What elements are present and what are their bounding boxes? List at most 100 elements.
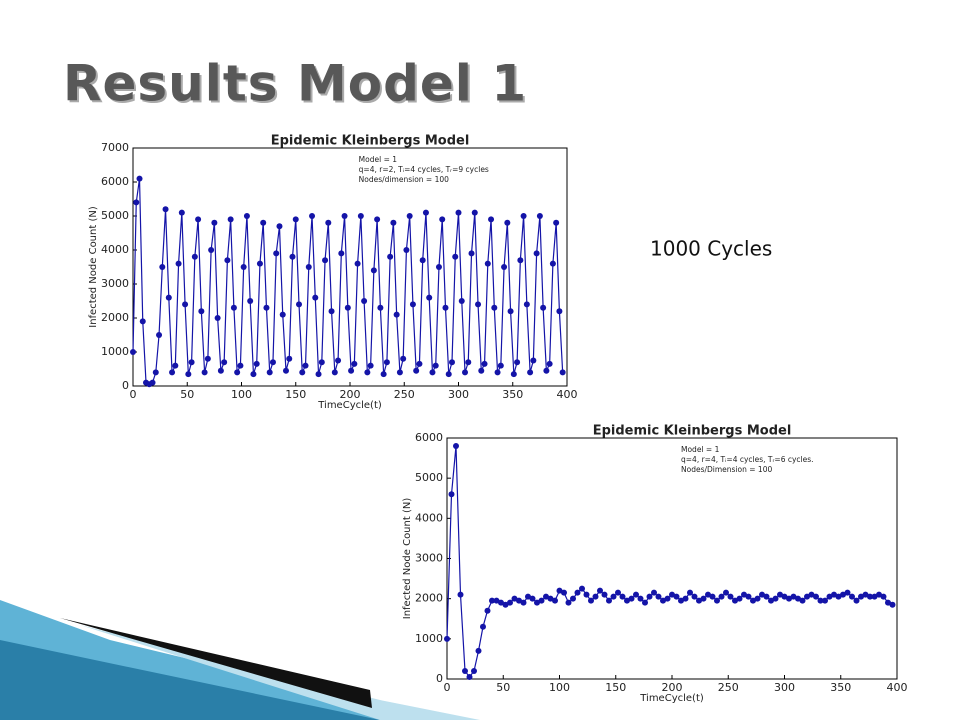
data-point (540, 304, 547, 311)
data-point (772, 595, 779, 602)
data-point (768, 597, 774, 604)
data-point (195, 216, 202, 223)
data-point (276, 223, 283, 230)
data-point (504, 219, 511, 226)
data-point (527, 369, 534, 376)
x-tick-label: 300 (774, 681, 795, 694)
data-point (452, 253, 459, 260)
data-point (442, 304, 449, 311)
y-tick-label: 0 (436, 672, 443, 685)
data-point (453, 443, 459, 450)
data-point (419, 257, 426, 264)
data-point (224, 257, 231, 264)
data-point (615, 589, 621, 596)
data-point (269, 359, 276, 366)
data-point (673, 593, 680, 600)
data-point (642, 599, 648, 606)
data-point (750, 597, 756, 604)
data-point (507, 599, 513, 606)
x-tick-label: 250 (718, 681, 739, 694)
data-point (687, 589, 693, 596)
x-tick-label: 400 (557, 388, 578, 401)
data-point (296, 301, 303, 308)
data-point (361, 298, 368, 304)
data-point (669, 591, 675, 598)
data-point (536, 213, 543, 219)
note: 1000 Cycles (650, 237, 772, 261)
data-point (619, 593, 626, 600)
data-point (510, 371, 517, 378)
data-point (547, 595, 554, 602)
annotation: q=4, r=2, Tᵢ=4 cycles, Tᵣ=9 cycles (359, 165, 489, 174)
data-point (678, 597, 684, 604)
data-point (188, 359, 195, 366)
data-point (325, 219, 332, 226)
data-point (468, 250, 475, 257)
data-point (493, 597, 500, 604)
data-point (318, 359, 325, 366)
data-point (182, 301, 189, 308)
data-point (862, 591, 869, 598)
data-point (840, 591, 846, 598)
data-point (682, 595, 689, 602)
data-point (705, 591, 711, 598)
y-axis-label: Infected Node Count (N) (88, 206, 99, 328)
data-point (136, 175, 143, 182)
data-point (416, 360, 423, 367)
data-point (439, 216, 446, 223)
data-point (718, 593, 725, 600)
data-point (497, 362, 504, 369)
annotation: q=4, r=4, Tᵢ=4 cycles, Tᵣ=6 cycles. (681, 455, 814, 464)
title-shadow: Results Model 1 (65, 57, 529, 115)
data-point (457, 591, 464, 598)
data-point (709, 593, 716, 600)
data-point (867, 593, 873, 600)
data-point (471, 209, 478, 216)
data-point (491, 304, 498, 311)
data-point (465, 359, 472, 366)
x-axis-label: TimeCycle(t) (317, 400, 382, 411)
data-point (133, 199, 140, 206)
data-point (889, 601, 896, 608)
data-point (367, 362, 374, 369)
data-point (191, 253, 198, 260)
data-point (217, 367, 224, 374)
data-point (549, 260, 556, 267)
data-point (777, 591, 783, 598)
data-point (211, 219, 218, 226)
data-point (534, 599, 540, 606)
y-tick-label: 4000 (101, 243, 129, 256)
y-tick-label: 6000 (101, 175, 129, 188)
data-point (858, 593, 864, 600)
data-point (305, 264, 312, 270)
data-point (533, 250, 540, 257)
x-tick-label: 200 (662, 681, 683, 694)
data-point (400, 355, 407, 362)
slide-title: Results Model 1 (63, 55, 527, 113)
data-point (844, 589, 851, 596)
x-tick-label: 200 (340, 388, 361, 401)
data-point (208, 247, 215, 253)
data-point (853, 597, 860, 604)
x-tick-label: 350 (830, 681, 851, 694)
data-point (489, 597, 495, 604)
data-point (817, 597, 824, 604)
data-point (754, 595, 761, 602)
data-point (556, 308, 563, 315)
data-point (130, 349, 136, 355)
data-point (445, 371, 452, 378)
data-point (480, 623, 486, 630)
data-point (885, 599, 891, 606)
data-point (159, 264, 166, 270)
data-point (696, 597, 702, 604)
data-point (700, 595, 707, 602)
data-point (723, 589, 729, 596)
data-point (517, 257, 524, 264)
y-tick-label: 2000 (415, 592, 443, 605)
data-point (556, 587, 563, 594)
data-point (315, 371, 322, 378)
data-point (312, 294, 319, 301)
data-point (370, 267, 377, 274)
data-point (481, 360, 488, 367)
data-point (804, 593, 810, 600)
